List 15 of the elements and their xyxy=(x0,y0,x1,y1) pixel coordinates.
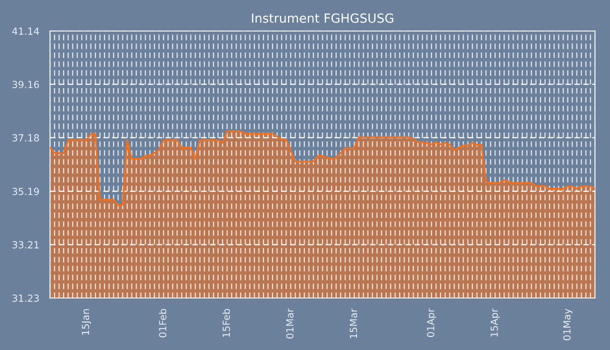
y-tick-label: 37.18 xyxy=(12,134,39,142)
x-tick-label: 15Apr xyxy=(490,308,500,337)
y-tick-label: 39.16 xyxy=(12,80,39,88)
y-tick-label: 33.21 xyxy=(12,241,39,248)
y-tick-label: 41.14 xyxy=(12,28,40,35)
x-tick-label: 15Mar xyxy=(350,308,358,338)
x-tick-label: 15Feb xyxy=(222,308,230,337)
x-tick-label: 15Jan xyxy=(82,309,91,335)
x-tick-label: 01Feb xyxy=(158,308,166,338)
x-tick-label: 01Apr xyxy=(426,308,436,337)
y-tick-label: 31.23 xyxy=(12,294,39,302)
x-tick-label: 01Mar xyxy=(286,308,294,338)
x-tick-label: 01May xyxy=(563,308,572,340)
chart-title: Instrument FGHGSUSG xyxy=(252,13,394,23)
y-tick-label: 35.19 xyxy=(12,188,39,196)
